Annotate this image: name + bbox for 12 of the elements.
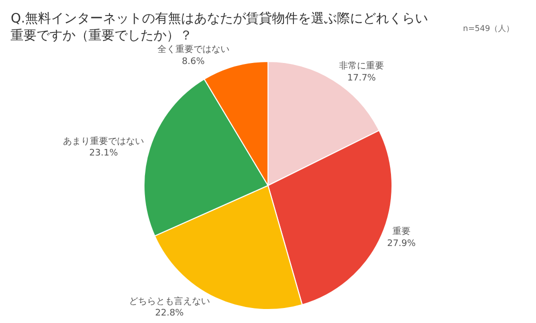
data-label: 23.1% bbox=[89, 148, 118, 158]
slice-label: 非常に重要 bbox=[339, 60, 384, 72]
slice-label: 全く重要ではない bbox=[157, 44, 230, 56]
data-label: 27.9% bbox=[387, 238, 416, 249]
slice-label: どちらとも言えない bbox=[128, 296, 210, 307]
text: n=549（人） bbox=[463, 24, 514, 33]
slice-label: 重要 bbox=[392, 226, 410, 238]
data-label: 17.7% bbox=[347, 73, 376, 84]
slice-label: あまり重要ではない bbox=[63, 136, 144, 147]
chart-title: Q.無料インターネットの有無はあなたが賃貸物件を選ぶ際にどれくらい重要ですか（重要でしたか）？ bbox=[10, 12, 428, 44]
data-label: 8.6% bbox=[182, 56, 206, 67]
data-label: 22.8% bbox=[155, 308, 184, 319]
